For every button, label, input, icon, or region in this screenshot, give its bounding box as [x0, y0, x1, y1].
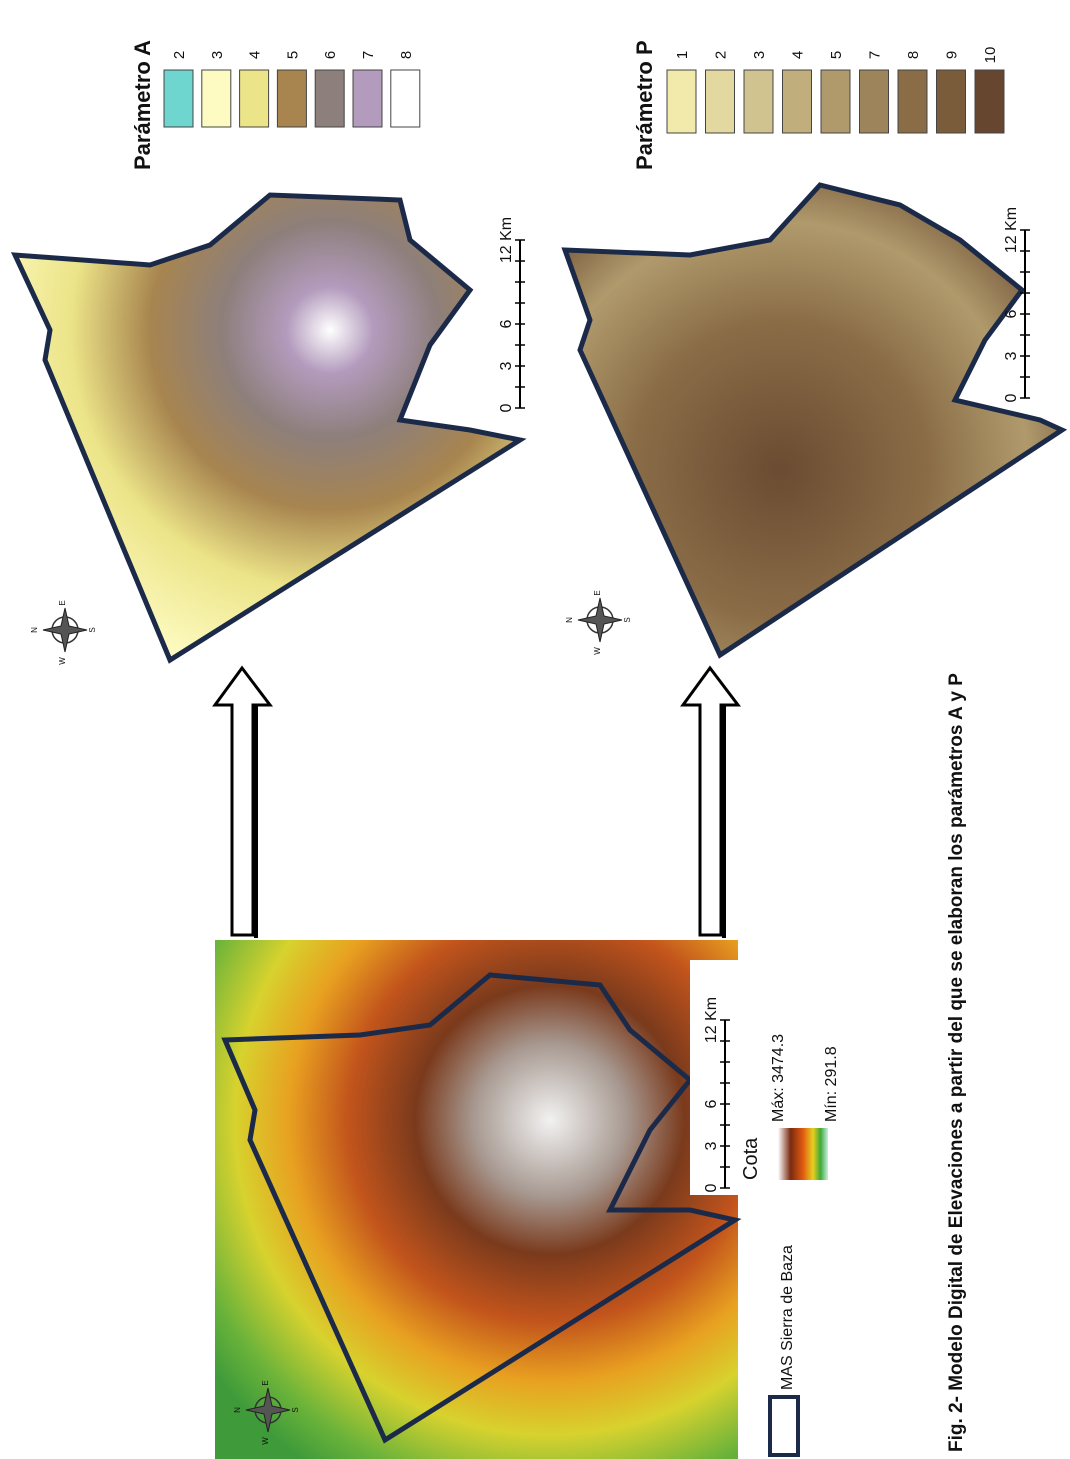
- compass-star: [578, 598, 622, 642]
- compass-label: E: [58, 600, 67, 605]
- legend-swatch: [860, 70, 889, 133]
- scale-label: 6: [703, 1099, 720, 1108]
- legend-swatch: [821, 70, 850, 133]
- compass-label: E: [593, 590, 602, 595]
- scale-label: 3: [703, 1141, 720, 1150]
- legend-label: 10: [982, 47, 999, 64]
- elevation-ramp: [778, 1128, 828, 1180]
- legend-swatch: [315, 70, 344, 127]
- map-p: [565, 185, 1062, 655]
- legend-label: 7: [867, 51, 884, 59]
- legend-label: 9: [944, 51, 961, 59]
- legend-swatch: [783, 70, 812, 133]
- legend-label: 2: [171, 51, 188, 59]
- min-label: Mín: 291.8: [823, 1046, 840, 1122]
- compass-label: N: [565, 617, 574, 623]
- legend-label: 5: [284, 51, 301, 59]
- legend-label: 2: [713, 51, 730, 59]
- legend-label: 3: [751, 51, 768, 59]
- legend-swatch: [744, 70, 773, 133]
- boundary-label: MAS Sierra de Baza: [779, 1245, 796, 1390]
- compass-label: N: [30, 627, 39, 633]
- legend-title: Parámetro A: [130, 40, 155, 170]
- legend-label: 5: [828, 51, 845, 59]
- page: {"figure": { "parametro_a": {"title": "P…: [0, 0, 1070, 1459]
- legend-swatch: [706, 70, 735, 133]
- legend-swatch: [667, 70, 696, 133]
- legend-label: 7: [360, 51, 377, 59]
- legend-swatch: [898, 70, 927, 133]
- compass-label: E: [261, 1380, 270, 1385]
- legend-swatch: [277, 70, 306, 127]
- compass-star: [43, 608, 87, 652]
- legend-label: 8: [398, 51, 415, 59]
- scale-label: 12 Km: [498, 217, 515, 263]
- compass-label: S: [88, 627, 97, 632]
- legend-label: 8: [905, 51, 922, 59]
- legend-label: 4: [790, 51, 807, 59]
- boundary-swatch: [770, 1397, 798, 1455]
- legend-label: 1: [674, 51, 691, 59]
- legend-swatch: [240, 70, 269, 127]
- legend-swatch: [975, 70, 1004, 133]
- dem-scale-box: [690, 960, 738, 1195]
- scale-label: 3: [498, 361, 515, 370]
- arrow: [683, 668, 738, 935]
- legend-swatch: [937, 70, 966, 133]
- scale-label: 6: [498, 319, 515, 328]
- legend-label: 3: [209, 51, 226, 59]
- legend-label: 6: [322, 51, 339, 59]
- scale-label: 0: [703, 1183, 720, 1192]
- compass-label: W: [593, 647, 602, 655]
- legend-title: Parámetro P: [632, 40, 657, 170]
- compass-label: S: [623, 617, 632, 622]
- figure: Parámetro A Parámetro P Cota Máx: 3474.3…: [0, 0, 1070, 1459]
- compass-label: S: [291, 1407, 300, 1412]
- legend-swatch: [202, 70, 231, 127]
- scale-label: 12 Km: [1003, 207, 1020, 253]
- scale-label: 6: [1003, 309, 1020, 318]
- map-a: [15, 195, 520, 660]
- scale-label: 12 Km: [703, 997, 720, 1043]
- max-label: Máx: 3474.3: [770, 1034, 787, 1122]
- legend-swatch: [353, 70, 382, 127]
- legend-swatch: [391, 70, 420, 127]
- compass-label: W: [58, 657, 67, 665]
- dem-legend-title: Cota: [740, 1137, 762, 1180]
- scale-label: 0: [1003, 393, 1020, 402]
- compass-label: N: [233, 1407, 242, 1413]
- scale-label: 0: [498, 403, 515, 412]
- caption: Fig. 2- Modelo Digital de Elevaciones a …: [942, 607, 972, 1452]
- compass-label: W: [261, 1437, 270, 1445]
- legend-label: 4: [247, 51, 264, 59]
- scale-label: 3: [1003, 351, 1020, 360]
- legend-swatch: [164, 70, 193, 127]
- arrow: [215, 668, 270, 935]
